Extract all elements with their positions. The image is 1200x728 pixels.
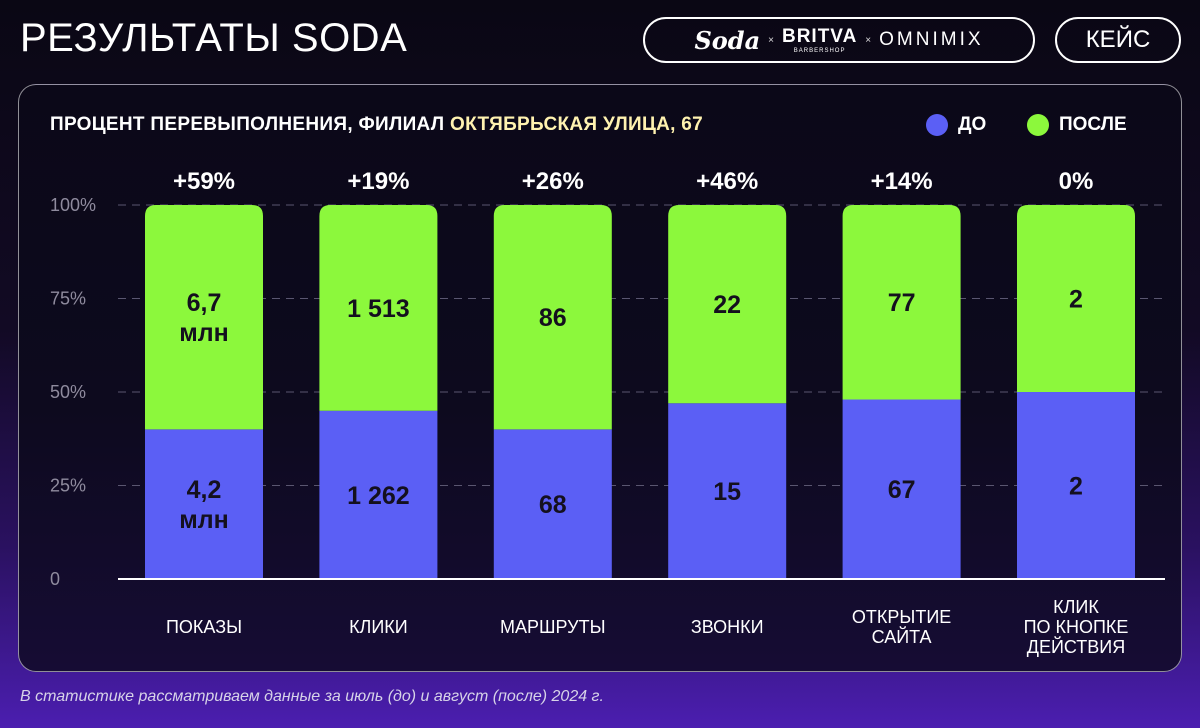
category-label: ПОКАЗЫ <box>166 617 242 637</box>
bar-after <box>319 205 438 411</box>
bar-after <box>493 205 612 430</box>
data-label-after: 2 <box>1069 286 1083 314</box>
growth-label: +19% <box>347 168 409 195</box>
category-label: ПО КНОПКЕ <box>1024 617 1129 637</box>
legend-item-after: ПОСЛЕ <box>1027 114 1127 136</box>
soda-logo: Soda <box>694 25 761 55</box>
bar-before <box>145 429 263 579</box>
category-label: КЛИК <box>1053 597 1099 617</box>
data-label-before: 68 <box>539 491 567 519</box>
data-label-before: 4,2 <box>187 476 222 504</box>
category-label: САЙТА <box>872 626 932 647</box>
bar-after <box>842 205 961 400</box>
data-label-before: млн <box>179 506 228 534</box>
legend-label-before: ДО <box>958 114 987 135</box>
chart-title-highlight: ОКТЯБРЬСКАЯ УЛИЦА, 67 <box>450 114 704 135</box>
y-tick-label: 100% <box>50 195 96 215</box>
growth-label: 0% <box>1059 168 1094 195</box>
britva-logo-text: BRITVA <box>781 25 858 47</box>
legend-dot-after <box>1027 114 1049 136</box>
category-label: ЗВОНКИ <box>691 617 764 637</box>
growth-label: +46% <box>696 168 758 195</box>
chart-title: ПРОЦЕНТ ПЕРЕВЫПОЛНЕНИЯ, ФИЛИАЛ ОКТЯБРЬСК… <box>50 114 703 136</box>
omnimix-logo: OMNIMIX <box>879 29 984 50</box>
data-label-after: 22 <box>713 291 741 319</box>
bar-before <box>668 403 787 579</box>
data-label-after: 77 <box>888 289 916 317</box>
legend-dot-before <box>926 114 948 136</box>
britva-logo-subtext: BARBERSHOP <box>793 47 846 54</box>
data-label-before: 2 <box>1069 473 1083 501</box>
data-label-after: 86 <box>539 304 567 332</box>
category-label: МАРШРУТЫ <box>500 617 605 637</box>
bar-before <box>1017 392 1135 579</box>
footnote: В статистике рассматриваем данные за июл… <box>20 688 604 705</box>
bar-after <box>1017 205 1135 392</box>
chart-title-prefix: ПРОЦЕНТ ПЕРЕВЫПОЛНЕНИЯ, ФИЛИАЛ <box>50 114 451 135</box>
category-label: ОТКРЫТИЕ <box>852 607 951 627</box>
growth-label: +14% <box>871 168 933 195</box>
category-label: КЛИКИ <box>349 617 408 637</box>
bar-before <box>842 399 961 579</box>
bar-before <box>319 410 438 579</box>
legend-label-after: ПОСЛЕ <box>1059 114 1127 135</box>
logo-separator: × <box>768 34 774 46</box>
britva-logo: BRITVA BARBERSHOP <box>782 27 857 54</box>
bar-after <box>145 205 263 430</box>
y-tick-label: 25% <box>50 476 86 496</box>
data-label-before: 1 262 <box>347 482 410 510</box>
y-tick-label: 0 <box>50 569 60 589</box>
y-tick-label: 75% <box>50 289 86 309</box>
bar-before <box>493 429 612 579</box>
legend-item-before: ДО <box>926 114 986 136</box>
growth-label: +26% <box>522 168 584 195</box>
data-label-before: 67 <box>888 476 916 504</box>
case-button[interactable]: КЕЙС <box>1055 17 1181 63</box>
y-tick-label: 50% <box>50 382 86 402</box>
page-title: РЕЗУЛЬТАТЫ SODA <box>20 16 408 60</box>
data-label-after: 1 513 <box>347 295 410 323</box>
data-label-before: 15 <box>713 478 741 506</box>
data-label-after: млн <box>179 319 228 347</box>
category-label: ДЕЙСТВИЯ <box>1027 636 1125 657</box>
bar-after <box>668 205 787 404</box>
data-label-after: 6,7 <box>187 289 222 317</box>
logo-separator: × <box>865 34 872 46</box>
partner-logos: Soda × BRITVA BARBERSHOP × OMNIMIX <box>643 17 1035 63</box>
growth-label: +59% <box>173 168 235 195</box>
